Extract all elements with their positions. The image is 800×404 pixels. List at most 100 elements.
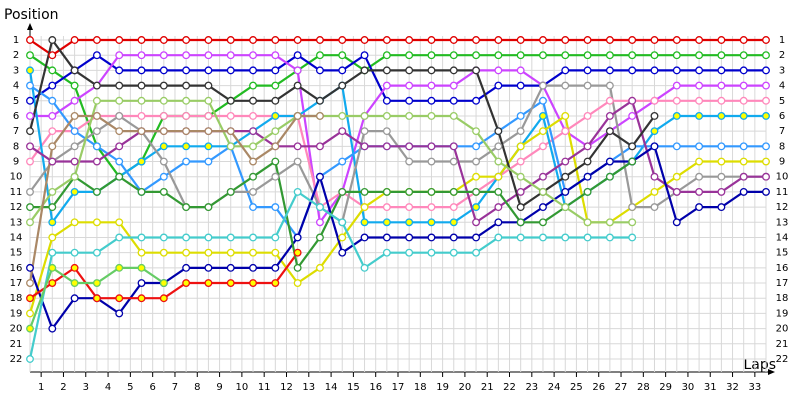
lap-marker xyxy=(695,112,704,120)
lap-marker xyxy=(739,66,748,75)
lap-marker xyxy=(583,142,592,151)
lap-marker xyxy=(115,294,124,303)
x-tick-label: 14 xyxy=(325,382,338,393)
lap-marker xyxy=(516,81,525,90)
lap-marker xyxy=(539,51,547,60)
lap-marker xyxy=(717,66,726,75)
lap-marker xyxy=(315,142,324,151)
lap-marker xyxy=(695,66,704,75)
lap-marker xyxy=(405,66,414,75)
lap-marker xyxy=(70,66,79,75)
lap-marker xyxy=(583,233,592,242)
lap-marker xyxy=(48,203,57,212)
lap-marker xyxy=(26,81,34,90)
lap-marker xyxy=(561,127,570,136)
y-tick-label: 14 xyxy=(10,232,23,243)
lap-marker xyxy=(204,96,213,105)
lap-marker xyxy=(137,36,146,44)
lap-marker xyxy=(271,203,280,212)
series-line xyxy=(29,53,766,102)
lap-marker xyxy=(360,112,369,120)
lap-marker xyxy=(26,294,34,303)
x-tick-label: 9 xyxy=(216,382,222,393)
lap-marker xyxy=(427,218,436,227)
lap-marker xyxy=(159,66,168,75)
lap-marker xyxy=(516,127,525,136)
lap-marker xyxy=(695,157,704,166)
lap-marker xyxy=(494,172,503,181)
lap-marker xyxy=(48,127,57,136)
lap-marker xyxy=(672,218,681,227)
lap-marker xyxy=(494,233,503,242)
lap-marker xyxy=(360,233,369,242)
x-tick-label: 28 xyxy=(637,382,650,393)
lap-marker xyxy=(539,172,547,181)
y-tick-label: 10 xyxy=(10,172,23,183)
lap-marker xyxy=(159,112,168,120)
series-line xyxy=(28,144,766,331)
y-tick-label: 3 xyxy=(13,65,19,76)
lap-marker xyxy=(48,66,57,75)
lap-marker xyxy=(605,112,614,120)
lap-marker xyxy=(717,36,726,44)
lap-marker xyxy=(271,233,280,242)
lap-marker xyxy=(204,248,213,257)
lap-marker xyxy=(293,81,302,90)
lap-marker xyxy=(159,51,168,60)
lap-marker xyxy=(516,36,525,44)
lap-marker xyxy=(405,51,414,60)
x-tick-label: 5 xyxy=(127,382,133,393)
y-tick-label-right: 17 xyxy=(776,278,789,289)
lap-marker xyxy=(249,51,257,60)
lap-marker xyxy=(271,172,280,181)
lap-marker xyxy=(628,203,637,212)
lap-marker xyxy=(92,248,101,257)
lap-marker xyxy=(115,36,124,44)
lap-marker xyxy=(762,96,770,105)
lap-marker xyxy=(672,66,681,75)
lap-marker xyxy=(115,309,124,318)
lap-marker xyxy=(293,187,302,196)
lap-marker xyxy=(182,263,191,272)
lap-marker xyxy=(695,187,704,196)
lap-marker xyxy=(315,203,324,212)
lap-marker xyxy=(338,157,347,166)
lap-marker xyxy=(182,66,191,75)
lap-marker xyxy=(472,157,481,166)
lap-marker xyxy=(249,96,257,105)
lap-marker xyxy=(315,263,324,272)
y-tick-label-right: 15 xyxy=(776,248,789,259)
lap-marker xyxy=(405,187,414,196)
lap-marker xyxy=(583,172,592,181)
lap-marker xyxy=(137,279,146,287)
lap-marker xyxy=(561,172,570,181)
lap-marker xyxy=(472,142,481,151)
x-tick-label: 13 xyxy=(302,382,315,393)
lap-marker xyxy=(26,218,34,227)
lap-marker xyxy=(672,187,681,196)
lap-marker xyxy=(717,157,726,166)
lap-marker xyxy=(762,142,770,151)
lap-marker xyxy=(115,157,124,166)
lap-marker xyxy=(137,127,146,136)
lap-marker xyxy=(92,127,101,136)
lap-marker xyxy=(70,36,79,44)
lap-marker xyxy=(539,233,547,242)
lap-marker xyxy=(650,142,659,151)
x-tick-label: 3 xyxy=(83,382,89,393)
lap-marker xyxy=(583,66,592,75)
lap-marker xyxy=(92,142,101,151)
x-tick-label: 15 xyxy=(347,382,360,393)
lap-marker xyxy=(583,81,592,90)
lap-marker xyxy=(516,233,525,242)
lap-marker xyxy=(115,66,124,75)
lap-marker xyxy=(605,172,614,181)
lap-marker xyxy=(249,279,257,287)
lap-marker xyxy=(672,81,681,90)
lap-marker xyxy=(516,66,525,75)
lap-marker xyxy=(605,127,614,136)
lap-marker xyxy=(249,187,257,196)
lap-marker xyxy=(695,96,704,105)
lap-marker xyxy=(159,96,168,105)
lap-marker xyxy=(204,279,213,287)
